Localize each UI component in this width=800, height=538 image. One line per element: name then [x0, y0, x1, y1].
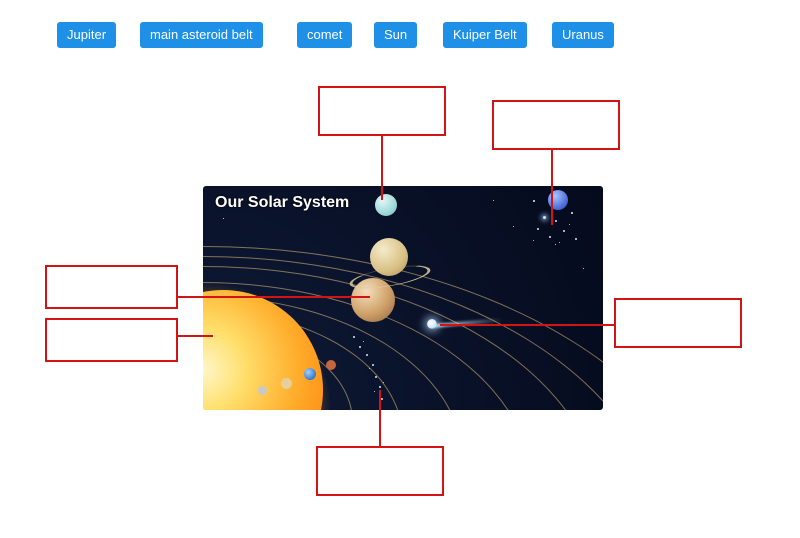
drop-mainbelt[interactable] — [316, 446, 444, 496]
uranus-graphic — [375, 194, 397, 216]
leader-uranus — [381, 136, 383, 200]
comet-graphic — [427, 319, 437, 329]
chip-comet[interactable]: comet — [297, 22, 352, 48]
chip-uranus[interactable]: Uranus — [552, 22, 614, 48]
leader-kuiper — [551, 150, 553, 225]
chip-mainbelt[interactable]: main asteroid belt — [140, 22, 263, 48]
drop-kuiper[interactable] — [492, 100, 620, 150]
chip-sun[interactable]: Sun — [374, 22, 417, 48]
chip-kuiper[interactable]: Kuiper Belt — [443, 22, 527, 48]
drop-jupiter[interactable] — [45, 265, 178, 309]
leader-mainbelt — [379, 390, 381, 446]
leader-comet — [440, 324, 614, 326]
saturn-graphic — [370, 238, 408, 276]
diagram-title: Our Solar System — [215, 194, 349, 212]
chip-jupiter[interactable]: Jupiter — [57, 22, 116, 48]
solar-system-diagram: Our Solar System — [203, 186, 603, 410]
drop-sun[interactable] — [45, 318, 178, 362]
stage: Jupiter main asteroid belt comet Sun Kui… — [0, 0, 800, 538]
leader-sun — [178, 335, 213, 337]
drop-uranus[interactable] — [318, 86, 446, 136]
drop-comet[interactable] — [614, 298, 742, 348]
leader-jupiter — [178, 296, 370, 298]
